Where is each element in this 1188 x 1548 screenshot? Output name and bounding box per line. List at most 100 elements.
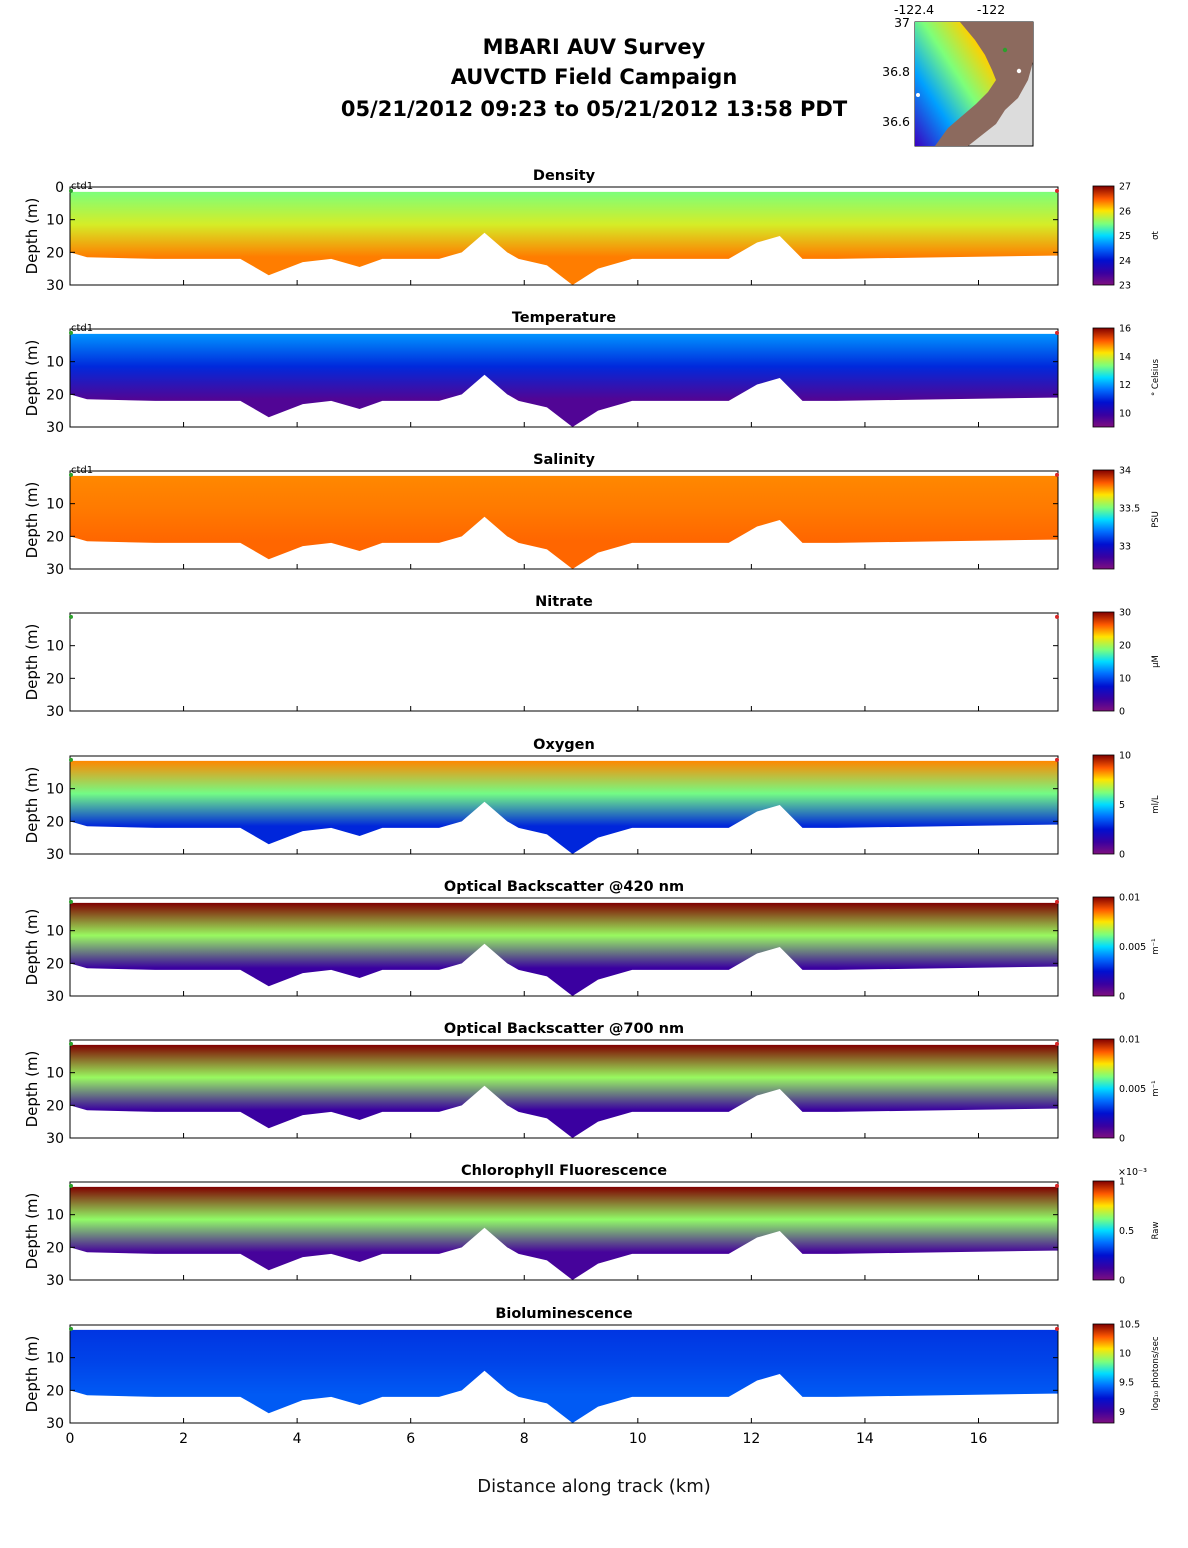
colorbar-tick-2-1: 33.5 xyxy=(1119,504,1140,515)
map-end-marker xyxy=(1016,68,1022,74)
colorbar-unit-7: Raw xyxy=(1151,1222,1161,1240)
start-marker-8 xyxy=(69,1326,73,1331)
y-tick-label-3-0: 10 xyxy=(46,639,64,655)
colorbar-tick-8-2: 9.5 xyxy=(1119,1378,1134,1389)
end-marker-8 xyxy=(1055,1326,1059,1331)
panel-5: Optical Backscatter @420 nm 10 20 30 Depth (… xyxy=(23,879,1161,1005)
x-tick-label-4: 8 xyxy=(520,1431,529,1447)
colorbar-tick-1-2: 12 xyxy=(1119,380,1131,391)
y-tick-label-8-2: 30 xyxy=(46,1416,64,1432)
title-line-3: 05/21/2012 09:23 to 05/21/2012 13:58 PDT xyxy=(341,97,848,121)
y-tick-label-2-1: 20 xyxy=(46,529,64,545)
colorbar-5 xyxy=(1092,896,1115,997)
start-marker-0 xyxy=(69,188,73,193)
colorbar-4 xyxy=(1092,754,1115,855)
panel-8: Bioluminescence 10 20 30 Depth (m) 10.5 10 9.5 9… xyxy=(23,1306,1161,1432)
y-axis-label-5: Depth (m) xyxy=(23,909,41,986)
colorbar-tick-3-1: 20 xyxy=(1119,641,1131,652)
map-point-marker xyxy=(916,93,920,97)
colorbar-tick-4-1: 5 xyxy=(1119,800,1125,811)
title-line-2: AUVCTD Field Campaign xyxy=(451,65,738,89)
map-bathymetry xyxy=(915,22,996,146)
data-field-5 xyxy=(70,902,1058,996)
platform-label-2: ctd1 xyxy=(71,465,93,476)
y-tick-label-8-1: 20 xyxy=(46,1383,64,1399)
x-tick-label-1: 2 xyxy=(179,1431,188,1447)
title-line-1: MBARI AUV Survey xyxy=(483,35,706,59)
panel-2: Salinity ctd1 10 20 30 Depth (m) 34 33.5 33 PSU xyxy=(23,452,1161,578)
map-lat-tick-2: 36.8 xyxy=(882,64,910,79)
data-field-4 xyxy=(70,760,1058,854)
colorbar-7 xyxy=(1092,1180,1115,1281)
colorbar-tick-0-2: 25 xyxy=(1119,231,1131,242)
map-lon-tick-2: -122 xyxy=(977,2,1005,17)
colorbar-tick-3-0: 30 xyxy=(1119,608,1131,619)
y-tick-label-4-2: 30 xyxy=(46,847,64,863)
data-field-8 xyxy=(70,1329,1058,1423)
colorbar-tick-0-1: 26 xyxy=(1119,206,1131,217)
panel-title-6: Optical Backscatter @700 nm xyxy=(444,1021,684,1037)
panel-4: Oxygen 10 20 30 Depth (m) 10 5 0 ml/L xyxy=(23,737,1161,863)
data-field-6 xyxy=(70,1044,1058,1138)
y-tick-label-7-0: 10 xyxy=(46,1208,64,1224)
y-axis-label-7: Depth (m) xyxy=(23,1193,41,1270)
start-marker-5 xyxy=(69,899,73,904)
colorbar-tick-0-0: 27 xyxy=(1119,182,1131,193)
y-tick-label-0-0: 0 xyxy=(55,180,64,196)
start-marker-2 xyxy=(69,472,73,477)
y-axis-label-0: Depth (m) xyxy=(23,198,41,275)
panel-title-7: Chlorophyll Fluorescence xyxy=(461,1163,667,1179)
colorbar-1 xyxy=(1092,327,1115,428)
colorbar-unit-4: ml/L xyxy=(1151,795,1161,814)
y-tick-label-1-2: 30 xyxy=(46,420,64,436)
x-axis-label: Distance along track (km) xyxy=(477,1476,711,1497)
axes-box-5 xyxy=(69,897,1059,997)
colorbar-tick-6-2: 0 xyxy=(1119,1134,1125,1145)
map-inset: -122.4 -122 37 36.8 36.6 xyxy=(882,2,1034,147)
x-tick-label-3: 6 xyxy=(406,1431,415,1447)
y-tick-label-0-1: 10 xyxy=(46,213,64,229)
x-tick-label-5: 10 xyxy=(629,1431,647,1447)
y-tick-label-5-0: 10 xyxy=(46,924,64,940)
panel-title-5: Optical Backscatter @420 nm xyxy=(444,879,684,895)
end-marker-0 xyxy=(1055,188,1059,193)
axes-box-1 xyxy=(69,328,1059,428)
map-start-marker xyxy=(1002,47,1008,53)
y-tick-label-6-0: 10 xyxy=(46,1066,64,1082)
colorbar-tick-0-4: 23 xyxy=(1119,281,1131,292)
start-marker-3 xyxy=(69,614,73,619)
map-lon-tick-1: -122.4 xyxy=(894,2,934,17)
x-tick-label-2: 4 xyxy=(293,1431,302,1447)
y-tick-label-7-1: 20 xyxy=(46,1240,64,1256)
colorbar-unit-1: ° Celsius xyxy=(1151,358,1161,396)
end-marker-7 xyxy=(1055,1183,1059,1188)
colorbar-tick-8-0: 10.5 xyxy=(1119,1320,1140,1331)
colorbar-exponent-7: ×10⁻³ xyxy=(1118,1167,1147,1178)
y-axis-label-3: Depth (m) xyxy=(23,624,41,701)
y-axis-label-6: Depth (m) xyxy=(23,1051,41,1128)
colorbar-tick-6-0: 0.01 xyxy=(1119,1035,1140,1046)
axes-box-6 xyxy=(69,1039,1059,1139)
panel-title-1: Temperature xyxy=(512,310,616,326)
panel-6: Optical Backscatter @700 nm 10 20 30 Depth (… xyxy=(23,1021,1161,1147)
axes-box-4 xyxy=(69,755,1059,855)
end-marker-4 xyxy=(1055,757,1059,762)
x-tick-label-7: 14 xyxy=(856,1431,874,1447)
colorbar-tick-2-0: 34 xyxy=(1119,466,1131,477)
y-tick-label-3-1: 20 xyxy=(46,671,64,687)
colorbar-tick-7-1: 0.5 xyxy=(1119,1226,1134,1237)
panel-title-2: Salinity xyxy=(533,452,595,468)
axes-box-2 xyxy=(69,470,1059,570)
colorbar-unit-6: m⁻¹ xyxy=(1151,1080,1161,1096)
axes-box-3 xyxy=(69,612,1059,712)
y-axis-label-2: Depth (m) xyxy=(23,482,41,559)
colorbar-tick-4-0: 10 xyxy=(1119,751,1131,762)
colorbar-tick-1-3: 10 xyxy=(1119,408,1131,419)
x-tick-label-0: 0 xyxy=(66,1431,75,1447)
y-tick-label-8-0: 10 xyxy=(46,1351,64,1367)
panel-title-3: Nitrate xyxy=(535,594,593,610)
y-tick-label-2-2: 30 xyxy=(46,562,64,578)
